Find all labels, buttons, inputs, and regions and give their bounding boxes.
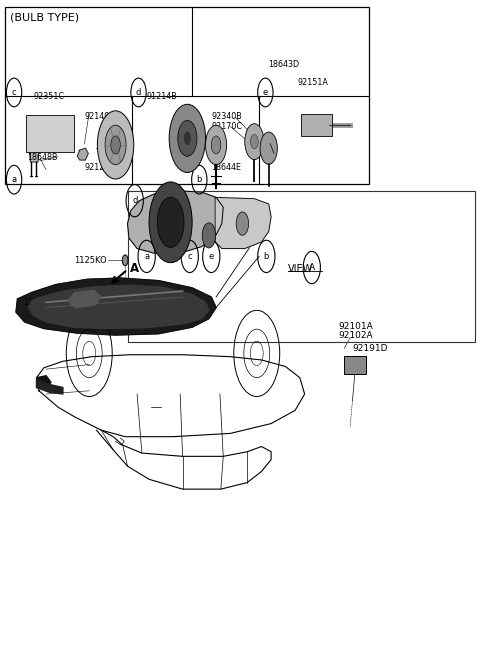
Ellipse shape [183, 131, 191, 146]
Text: 18643D: 18643D [268, 60, 299, 69]
Ellipse shape [236, 212, 249, 235]
Text: 91214B: 91214B [147, 93, 178, 101]
Text: 1120AE: 1120AE [23, 298, 55, 307]
Text: 92140E: 92140E [84, 112, 115, 121]
Ellipse shape [149, 182, 192, 263]
Ellipse shape [169, 104, 205, 173]
Ellipse shape [122, 255, 128, 265]
Ellipse shape [105, 125, 126, 165]
Text: e: e [263, 88, 268, 97]
Polygon shape [16, 278, 216, 335]
Text: 92351C: 92351C [33, 93, 64, 101]
Text: d: d [136, 88, 141, 97]
Text: VIEW: VIEW [288, 264, 313, 274]
Text: A: A [309, 263, 315, 272]
Ellipse shape [202, 223, 216, 248]
Text: c: c [187, 252, 192, 261]
Text: 1125KO: 1125KO [74, 256, 107, 265]
Ellipse shape [260, 132, 277, 164]
Text: 92151A: 92151A [298, 78, 328, 87]
Text: 18648B: 18648B [27, 153, 58, 162]
Polygon shape [77, 148, 88, 160]
Text: (BULB TYPE): (BULB TYPE) [10, 12, 79, 22]
Polygon shape [128, 191, 223, 253]
Text: d: d [132, 196, 137, 205]
Polygon shape [36, 380, 63, 394]
Text: e: e [209, 252, 214, 261]
Text: c: c [12, 88, 16, 97]
Text: a: a [144, 252, 149, 261]
Text: 92102A: 92102A [338, 331, 373, 340]
Text: 18644E: 18644E [211, 164, 241, 172]
Text: 92340B: 92340B [211, 112, 242, 121]
Text: A: A [130, 261, 139, 275]
Ellipse shape [111, 136, 120, 154]
Polygon shape [28, 285, 209, 328]
Text: 92125A: 92125A [84, 164, 116, 172]
Text: 92101A: 92101A [338, 322, 373, 331]
Text: 92191D: 92191D [352, 344, 388, 353]
Text: b: b [197, 175, 202, 184]
Polygon shape [215, 197, 271, 248]
Ellipse shape [205, 125, 227, 165]
Ellipse shape [97, 111, 134, 179]
FancyBboxPatch shape [301, 114, 332, 137]
FancyBboxPatch shape [25, 116, 74, 152]
Ellipse shape [245, 124, 264, 160]
Polygon shape [68, 290, 101, 307]
Polygon shape [36, 376, 51, 390]
Text: a: a [12, 175, 17, 184]
Polygon shape [29, 150, 39, 162]
Ellipse shape [211, 136, 221, 154]
Ellipse shape [251, 135, 258, 149]
Ellipse shape [157, 197, 184, 248]
Text: b: b [264, 252, 269, 261]
Ellipse shape [178, 120, 197, 156]
Text: 92170C: 92170C [211, 122, 242, 131]
FancyBboxPatch shape [344, 356, 366, 374]
